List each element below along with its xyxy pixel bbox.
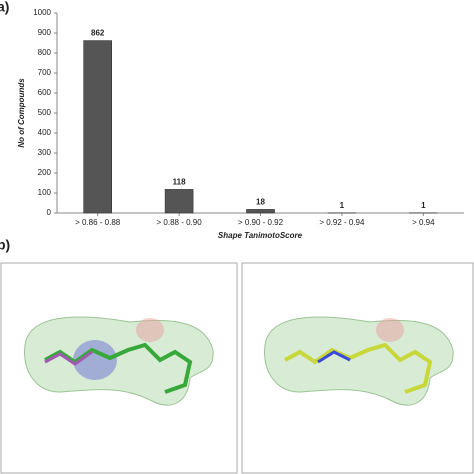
data-label: 1 [421, 201, 426, 210]
y-tick-label: 700 [38, 68, 52, 77]
y-tick-label: 100 [38, 188, 52, 197]
x-tick-label: > 0.88 - 0.90 [157, 218, 203, 227]
surface [24, 316, 214, 406]
surface-region [136, 318, 164, 342]
data-label: 1 [340, 201, 345, 210]
y-tick-label: 400 [38, 128, 52, 137]
y-tick-label: 800 [38, 48, 52, 57]
y-axis-title: No of Compounds [17, 78, 26, 148]
data-label: 18 [256, 198, 265, 207]
y-tick-label: 500 [38, 108, 52, 117]
molecule [44, 342, 193, 394]
y-tick-label: 1000 [33, 8, 51, 17]
x-tick-label: > 0.92 - 0.94 [319, 218, 365, 227]
x-tick-label: > 0.94 [412, 218, 435, 227]
bar [164, 189, 194, 214]
bar [83, 40, 112, 214]
panel-label: a) [0, 0, 9, 15]
surface-region [376, 318, 404, 342]
x-tick-label: > 0.90 - 0.92 [238, 218, 284, 227]
surface [264, 316, 454, 406]
x-axis-title: Shape TanimotoScore [218, 231, 303, 240]
panel-label: b) [0, 237, 10, 253]
bar [246, 209, 275, 214]
y-tick-label: 0 [47, 208, 52, 217]
y-tick-label: 200 [38, 168, 52, 177]
y-tick-label: 600 [38, 88, 52, 97]
molecule [44, 350, 93, 366]
molecule-panels [0, 262, 474, 474]
molecule [317, 350, 351, 364]
molecule [284, 342, 433, 394]
y-tick-label: 300 [38, 148, 52, 157]
data-label: 862 [91, 29, 105, 38]
x-tick-label: > 0.86 - 0.88 [75, 218, 121, 227]
y-tick-label: 900 [38, 28, 52, 37]
surface-region [73, 340, 117, 380]
data-label: 118 [173, 178, 186, 187]
